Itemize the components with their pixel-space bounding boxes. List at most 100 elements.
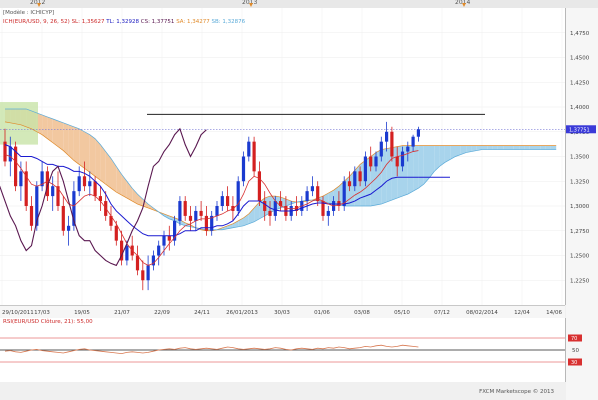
kumo-cloud <box>5 108 557 231</box>
kumo-segment <box>407 145 414 195</box>
candle-body <box>135 255 140 271</box>
kumo-segment <box>36 112 43 135</box>
candle-body <box>369 156 373 167</box>
kumo-segment <box>482 145 488 150</box>
kumo-segment <box>550 145 557 150</box>
candle-body <box>358 171 362 182</box>
date-tick-label: 03/08 <box>354 310 370 316</box>
date-tick-label: 17/03 <box>34 310 50 316</box>
candle-body <box>61 206 65 231</box>
kijun-value: TL: 1,32928 <box>106 19 139 25</box>
kumo-segment <box>519 145 525 150</box>
kumo-segment <box>42 114 48 139</box>
rsi-tick-label: 30 <box>571 360 577 366</box>
candle-body <box>35 186 39 226</box>
date-tick-label: 08/02/2014 <box>466 310 498 316</box>
candle-body <box>77 176 81 192</box>
candle-body <box>252 141 256 172</box>
kumo-segment <box>476 145 482 151</box>
kumo-segment <box>434 145 440 172</box>
kumo-segment <box>466 145 472 153</box>
candle-body <box>416 129 420 137</box>
candle-body <box>353 171 357 187</box>
candle-body <box>321 201 325 216</box>
candle-body <box>120 240 124 261</box>
candle-body <box>400 151 405 167</box>
candle-body <box>188 215 193 221</box>
candle-body <box>183 201 187 216</box>
kumo-segment <box>121 174 127 199</box>
kumo-segment <box>444 145 451 163</box>
kumo-segment <box>386 147 392 203</box>
candle-body <box>125 245 129 261</box>
kumo-segment <box>248 207 255 224</box>
kumo-segment <box>79 128 85 169</box>
date-tick-label: 12/04 <box>514 310 530 316</box>
price-tick-label: 1,3500 <box>570 155 590 161</box>
candle-body <box>294 206 299 211</box>
kumo-segment <box>381 148 387 205</box>
kumo-segment <box>111 158 117 193</box>
kumo-segment <box>328 190 334 205</box>
kumo-segment <box>529 145 535 150</box>
candle-body <box>146 265 150 281</box>
candle-body <box>210 215 214 231</box>
candle-body <box>98 196 102 202</box>
candle-body <box>167 235 171 241</box>
kumo-segment <box>0 102 38 145</box>
candle-body <box>316 186 320 202</box>
candle-body <box>29 206 34 226</box>
candle-body <box>67 225 71 231</box>
date-tick-label: 24/11 <box>194 310 210 316</box>
kumo-segment <box>227 223 233 229</box>
date-tick-label: 01/06 <box>314 310 330 316</box>
year-marker-icon <box>37 3 41 7</box>
kumo-segment <box>413 145 419 192</box>
rsi-tick-label: 50 <box>572 348 579 354</box>
candle-body <box>263 201 267 211</box>
rsi-level-tag <box>568 358 582 366</box>
rsi-tick-label: 70 <box>571 336 577 342</box>
date-tick-label: 19/05 <box>74 310 90 316</box>
kumo-segment <box>89 134 96 177</box>
candle-body <box>8 146 12 162</box>
price-tick-label: 1,4500 <box>570 56 590 62</box>
candle-body <box>226 196 230 206</box>
candle-body <box>19 171 23 187</box>
kumo-segment <box>243 213 249 226</box>
date-tick-label: 05/10 <box>394 310 410 316</box>
candle-body <box>114 225 118 241</box>
candle-body <box>3 141 7 162</box>
candle-body <box>220 196 224 206</box>
candle-body <box>247 141 251 157</box>
candle-body <box>88 181 92 187</box>
candle-body <box>162 235 166 246</box>
candle-body <box>310 186 314 192</box>
date-tick-label: 21/07 <box>114 310 130 316</box>
date-tick-label: 14/06 <box>546 310 562 316</box>
kumo-segment <box>52 118 58 147</box>
span-b-value: SB: 1,32876 <box>211 19 246 25</box>
rsi-legend: RSI(EUR/USD Clôture, 21): 55,00 <box>3 319 93 325</box>
candle-body <box>56 186 60 206</box>
tenkan-sen-line <box>4 150 419 266</box>
span-a-value: SA: 1,34277 <box>176 19 210 25</box>
candle-body <box>72 191 76 226</box>
candle-body <box>178 201 182 221</box>
candle-body <box>109 215 113 226</box>
kumo-segment <box>455 145 461 157</box>
candle-body <box>82 176 87 187</box>
candle-body <box>347 181 352 187</box>
date-tick-label: 26/01/2013 <box>226 310 258 316</box>
candle-body <box>411 136 415 147</box>
candle-body <box>51 186 55 197</box>
candle-body <box>395 156 399 167</box>
kumo-segment <box>164 213 170 219</box>
kumo-segment <box>439 145 445 167</box>
kumo-segment <box>84 131 90 173</box>
indicator-name: ICH(EUR/USD, 9, 26, 52) <box>3 19 70 25</box>
kumo-segment <box>95 138 101 181</box>
kumo-segment <box>68 124 74 161</box>
